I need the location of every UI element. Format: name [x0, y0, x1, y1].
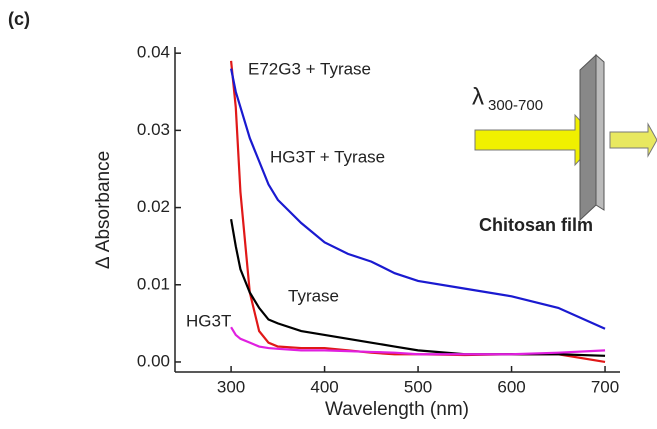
y-axis-label: Δ Absorbance — [93, 151, 114, 269]
series-line — [230, 68, 606, 330]
film — [579, 53, 597, 222]
y-tick-label: 0.00 — [137, 351, 170, 370]
inset-subscript: 300-700 — [488, 97, 543, 114]
inset-symbol: λ — [472, 83, 484, 110]
inset-diagram: λ 300-700 Chitosan film — [472, 53, 657, 235]
x-tick-label: 400 — [310, 377, 338, 396]
y-tick-label: 0.03 — [137, 120, 170, 139]
series-label: Tyrase — [288, 286, 339, 305]
series-label: E72G3 + Tyrase — [248, 59, 371, 78]
x-tick-label: 600 — [497, 377, 525, 396]
film-edge — [595, 53, 605, 211]
panel-label: (c) — [8, 9, 30, 29]
x-tick-label: 700 — [591, 377, 619, 396]
series-label: HG3T — [186, 311, 231, 330]
y-tick-label: 0.01 — [137, 274, 170, 293]
x-tick-label: 300 — [217, 377, 245, 396]
y-tick-label: 0.04 — [137, 43, 170, 62]
arrow-out — [609, 122, 657, 158]
series-line — [229, 60, 606, 364]
inset-label: Chitosan film — [479, 215, 593, 235]
x-axis-label: Wavelength (nm) — [325, 399, 469, 420]
x-tick-label: 500 — [404, 377, 432, 396]
series-label: HG3T + Tyrase — [270, 147, 385, 166]
series-line — [230, 326, 606, 356]
y-tick-label: 0.02 — [137, 197, 170, 216]
